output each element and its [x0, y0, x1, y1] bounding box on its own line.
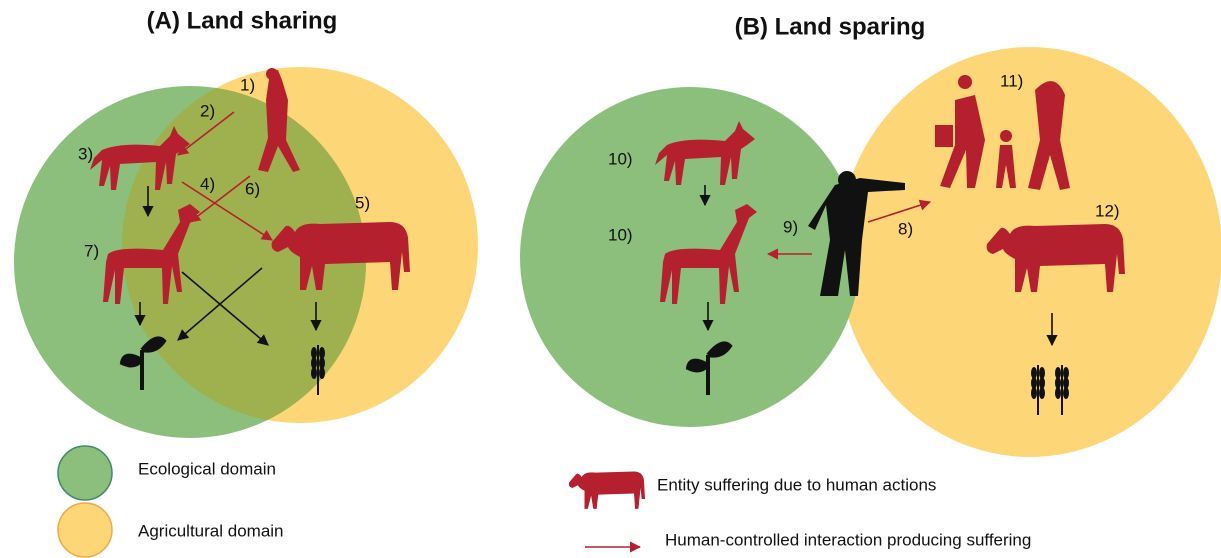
farmer-head	[266, 68, 278, 80]
legend-icon	[569, 472, 645, 509]
panel-title: (B) Land sparing	[735, 13, 926, 40]
label: 5)	[355, 193, 370, 212]
label: 10)	[608, 225, 633, 244]
legend-swatch	[58, 446, 112, 500]
label: 1)	[240, 75, 255, 94]
label: 10)	[608, 149, 633, 168]
legend-swatch	[58, 503, 112, 557]
label: 6)	[245, 179, 260, 198]
label: 9)	[783, 217, 798, 236]
legend-label: Human-controlled interaction producing s…	[665, 530, 1031, 549]
diagram: (A) Land sharing (B) Land sparing 1) 2) …	[0, 0, 1221, 558]
label: 4)	[200, 174, 215, 193]
guard-head	[838, 171, 856, 189]
label: 8)	[898, 219, 913, 238]
label: 7)	[84, 241, 99, 260]
label: 2)	[200, 101, 215, 120]
legend-label: Agricultural domain	[138, 521, 284, 540]
label: 3)	[78, 144, 93, 163]
panel-title: (A) Land sharing	[147, 7, 338, 34]
legend-label: Ecological domain	[138, 459, 276, 478]
label: 12)	[1095, 201, 1120, 220]
label: 11)	[1000, 71, 1023, 90]
legend-label: Entity suffering due to human actions	[657, 475, 936, 494]
